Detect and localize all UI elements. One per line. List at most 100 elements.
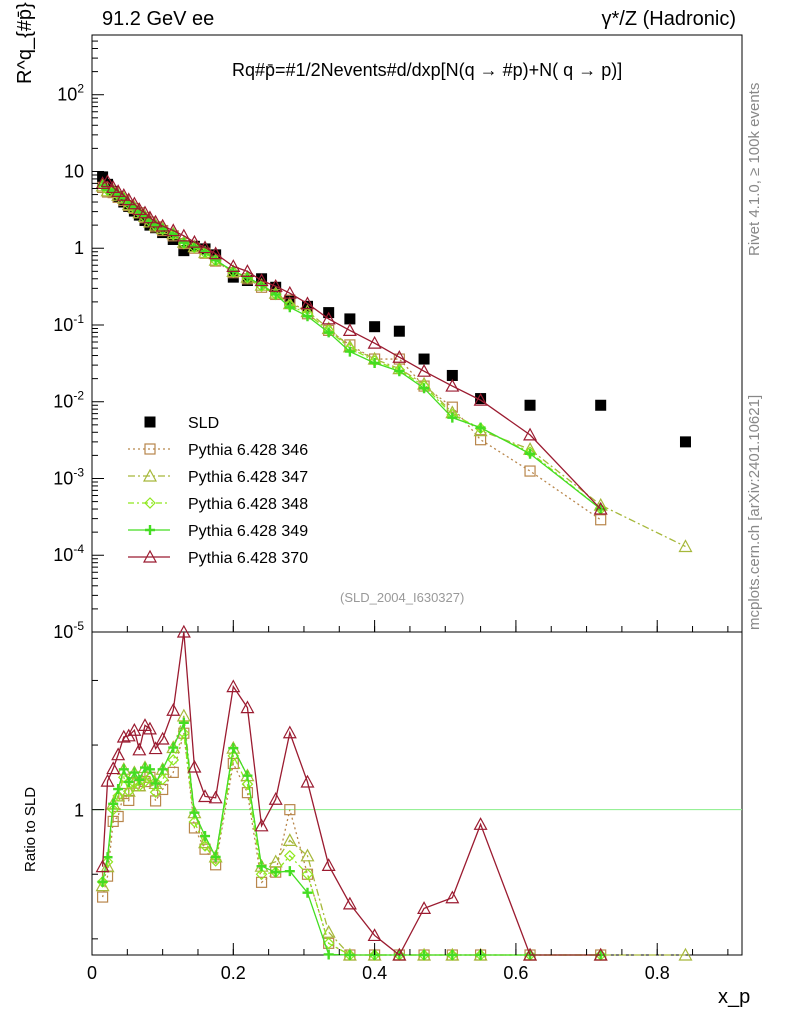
- ratio-point: [123, 776, 134, 787]
- x-tick-label: 0.2: [221, 963, 246, 983]
- ratio-point: [100, 773, 115, 787]
- ratio-point: [157, 764, 168, 775]
- ratio-point: [226, 679, 241, 693]
- series-layer: [95, 171, 693, 961]
- ratio-point: [284, 866, 295, 877]
- data-point: [679, 436, 691, 448]
- ratio-point: [137, 718, 152, 731]
- ratio-point: [200, 831, 211, 842]
- ratio-point: [321, 858, 336, 871]
- ratio-point: [129, 767, 140, 778]
- data-point: [419, 383, 430, 394]
- data-point: [344, 346, 355, 357]
- data-point: [447, 412, 458, 423]
- ratio-point: [168, 742, 179, 753]
- data-point: [284, 302, 295, 313]
- data-point: [300, 296, 315, 310]
- ratio-point: [118, 764, 129, 775]
- data-point: [198, 240, 213, 254]
- ratio-point: [678, 947, 693, 961]
- ratio-point: [256, 861, 267, 872]
- ratio-point: [254, 818, 269, 832]
- legend-marker: [144, 416, 156, 428]
- data-point: [323, 327, 334, 338]
- ratio-point: [96, 891, 109, 903]
- data-point: [137, 205, 152, 219]
- data-point: [475, 393, 487, 405]
- ratio-point: [241, 778, 254, 790]
- ratio-point: [102, 852, 113, 863]
- data-point: [367, 335, 382, 349]
- ratio-point: [301, 868, 314, 881]
- ratio-point: [209, 855, 222, 867]
- ratio-point: [155, 731, 170, 745]
- ratio-point: [447, 950, 458, 960]
- data-point: [417, 363, 432, 377]
- data-point: [268, 278, 283, 292]
- ratio-point: [323, 949, 334, 960]
- data-point: [474, 434, 487, 446]
- data-point: [524, 465, 536, 477]
- y-tick-label: 10-2: [53, 389, 84, 412]
- right-title: γ*/Z (Hadronic): [601, 8, 736, 30]
- ratio-point: [122, 785, 135, 798]
- ratio-point: [97, 876, 108, 887]
- ratio-point: [392, 947, 407, 961]
- data-point: [142, 210, 157, 224]
- ratio-axis-label: Ratio to SLD: [22, 786, 39, 872]
- data-point: [394, 366, 405, 377]
- analysis-tag: (SLD_2004_I630327): [340, 590, 465, 605]
- data-point: [155, 218, 170, 232]
- rivet-label: Rivet 4.1.0, ≥ 100k events: [746, 82, 763, 256]
- ratio-point: [127, 722, 142, 736]
- ratio-point: [228, 743, 239, 754]
- y-tick-label: 10-5: [53, 619, 84, 642]
- x-tick-label: 0.4: [362, 963, 387, 983]
- data-point: [282, 285, 297, 299]
- legend-marker: [142, 468, 158, 482]
- series-pythia-6-428-348: [96, 179, 607, 961]
- x-tick-label: 0: [87, 963, 97, 983]
- y-tick-label: 10-3: [53, 465, 84, 488]
- axis-ticks: 0 0.2 0.4 0.6 0.8 102 10 1 10-1 10-2 10-3 10-4 10-5 1: [53, 34, 729, 983]
- ratio-point: [107, 803, 120, 816]
- data-point: [226, 259, 241, 272]
- ratio-point: [167, 754, 180, 766]
- ratio-point: [116, 729, 131, 743]
- data-point: [393, 325, 405, 337]
- data-point: [176, 228, 191, 242]
- legend: SLD Pythia 6.428 346 Pythia 6.428 347 Pythi…: [128, 415, 308, 567]
- ratio-point: [101, 856, 114, 868]
- data-point: [127, 196, 142, 210]
- ratio-point: [156, 773, 169, 786]
- ratio-point: [322, 937, 335, 950]
- ratio-point: [144, 771, 156, 784]
- ratio-point: [523, 947, 538, 961]
- x-axis-label: x_p: [718, 986, 751, 1008]
- ratio-point: [106, 761, 121, 775]
- data-point: [475, 422, 486, 433]
- data-point: [148, 214, 163, 228]
- y-tick-label: 1: [74, 238, 84, 258]
- data-point: [132, 202, 147, 216]
- y-axis-label: R^q_{#p̄}: [14, 2, 36, 84]
- ratio-point: [255, 876, 268, 888]
- ratio-point: [142, 721, 157, 735]
- legend-label: Pythia 6.428 348: [188, 496, 308, 513]
- data-point: [593, 501, 608, 515]
- ratio-point: [111, 747, 126, 761]
- y-tick-label: 10-4: [53, 542, 84, 565]
- data-point: [523, 427, 538, 441]
- ratio-point: [227, 757, 239, 770]
- legend-marker: [144, 443, 156, 455]
- data-point: [595, 514, 607, 526]
- y-tick-label: 102: [57, 82, 84, 105]
- ratio-point: [95, 859, 110, 873]
- data-point: [200, 246, 211, 257]
- main-plot-frame: [91, 34, 743, 633]
- legend-label: Pythia 6.428 347: [188, 469, 308, 486]
- ratio-point: [593, 947, 608, 961]
- legend-label: Pythia 6.428 349: [188, 523, 308, 540]
- data-point: [121, 192, 136, 206]
